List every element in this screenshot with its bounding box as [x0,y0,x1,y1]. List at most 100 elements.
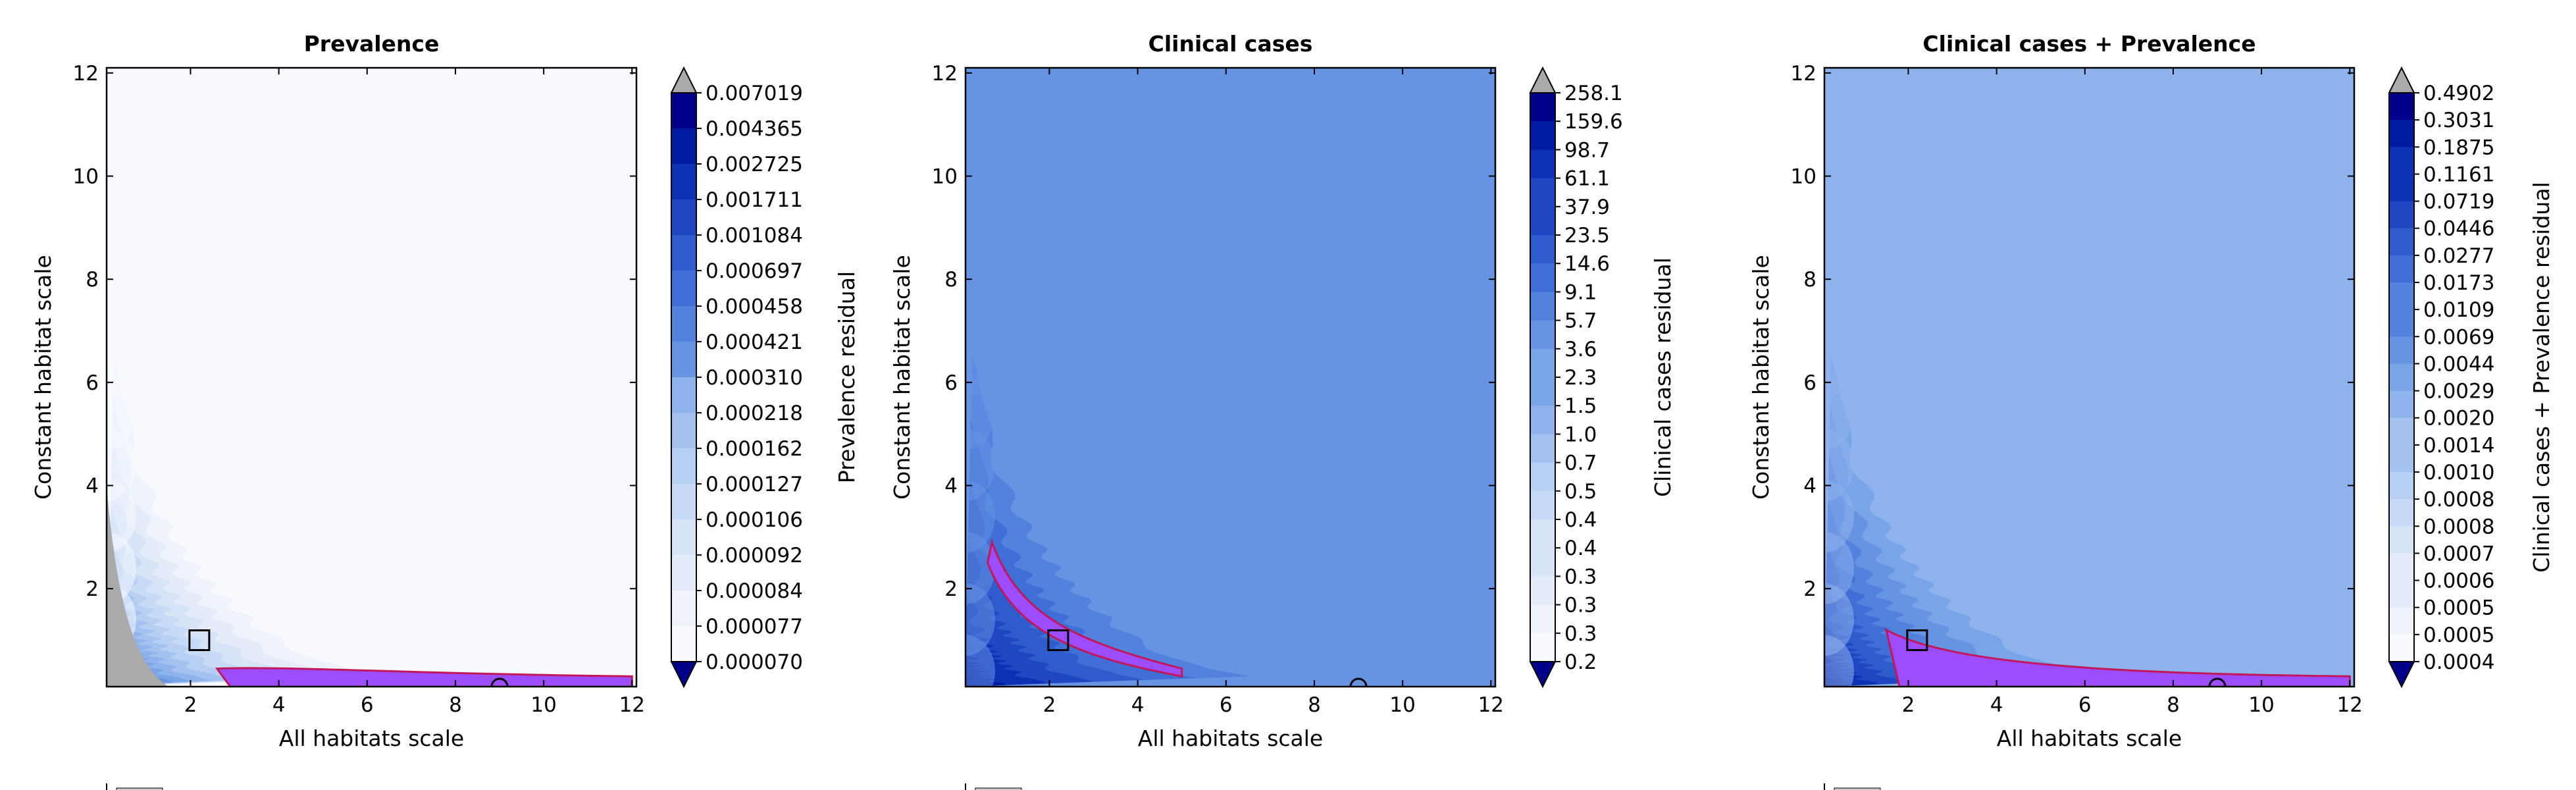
y-tick-label: 2 [86,577,99,601]
colorbar-band [671,128,696,165]
colorbar-tick-label: 0.007019 [706,82,803,105]
y-tick-label: 12 [73,62,99,86]
heatmap-field [107,68,633,687]
x-tick-label: 6 [2078,693,2092,717]
colorbar-band [671,448,696,485]
minimum-region [215,667,633,687]
colorbar-band [671,413,696,449]
colorbar-band [2389,309,2414,337]
y-tick-label: 6 [1803,371,1816,395]
chart-panel: 2 4 6 8 10 12 2 4 6 8 10 12 Clinical cases All habita… [889,31,1676,790]
colorbar-tick-label: 0.0277 [2423,244,2494,268]
colorbar-tick-label: 37.9 [1564,196,1610,219]
colorbar-tick-label: 0.0173 [2423,271,2494,295]
colorbar-band [1530,235,1555,264]
colorbar-tick-label: 0.4 [1564,537,1597,560]
edge-lobe [107,68,136,140]
y-axis-label: Constant habitat scale [1748,255,1774,500]
colorbar-tick-label: 0.0446 [2423,217,2494,241]
colorbar-tick-label: 1.0 [1564,423,1597,446]
contour-band [966,535,1095,687]
x-tick-label: 8 [449,693,462,717]
colorbar-band [2389,174,2414,202]
colorbar-band [1530,434,1555,463]
x-tick-label: 10 [1389,693,1415,717]
colorbar-tick-label: 0.0109 [2423,298,2494,322]
colorbar-tick-label: 0.000070 [706,650,803,674]
plot-frame [105,66,638,688]
colorbar-over-extension [2388,66,2415,93]
colorbar-band [2389,607,2414,635]
over-range-region [107,485,168,687]
colorbar-band [671,164,696,200]
colorbar-tick-label: 14.6 [1564,252,1610,276]
y-tick-label: 2 [1803,577,1816,601]
colorbar-tick-label: 61.1 [1564,167,1610,191]
colorbar-tick-label: 5.7 [1564,309,1597,333]
colorbar-band [1530,292,1555,321]
colorbar-tick-label: 0.0029 [2423,380,2494,404]
colorbar-tick-label: 0.3 [1564,565,1597,589]
y-tick-label: 4 [1803,475,1816,498]
colorbar-band [1530,263,1555,292]
x-tick-label: 12 [1478,693,1504,717]
colorbar-tick-label: 0.000092 [706,544,803,567]
colorbar-band [1530,633,1555,662]
colorbar-tick-label: 0.0008 [2423,488,2494,512]
best-fit-square-marker [188,629,211,651]
x-tick-label: 2 [184,693,197,717]
colorbar-tick-label: 0.0044 [2423,352,2494,376]
legend-swatch [975,787,1022,790]
x-tick-label: 6 [1220,693,1233,717]
colorbar-band [1530,519,1555,548]
plot-frame [964,66,1497,688]
colorbar-band [2389,120,2414,147]
colorbar-band [671,591,696,627]
colorbar-tick-label: 0.000077 [706,615,803,639]
colorbar-tick-label: 0.001711 [706,188,803,212]
colorbar-band [671,519,696,556]
colorbar-tick-label: 0.000162 [706,437,803,461]
plot-frame [1823,66,2356,688]
colorbar-tick-label: 0.4 [1564,508,1597,532]
colorbar-tick-label: 0.4902 [2423,82,2494,105]
colorbar-frame [2388,92,2415,662]
y-tick-label: 4 [944,475,958,498]
colorbar-tick-label: 159.6 [1564,110,1623,134]
colorbar-band [1530,320,1555,350]
colorbar-band [1530,121,1555,150]
colorbar-over-extension [670,66,698,93]
contour-band [1824,544,1946,687]
x-tick-label: 6 [361,693,374,717]
x-tick-label: 4 [272,693,286,717]
colorbar-band [671,626,696,662]
colorbar-band [671,306,696,342]
chart-panel: 2 4 6 8 10 12 2 4 6 8 10 12 Prevalence All habitats s… [30,31,860,790]
colorbar-band [2389,336,2414,365]
colorbar-tick-label: 98.7 [1564,138,1610,162]
x-tick-label: 2 [1043,693,1056,717]
colorbar-band [2389,417,2414,446]
y-tick-label: 12 [1791,62,1816,86]
colorbar-band [671,555,696,591]
edge-lobe [1824,68,1854,140]
x-axis-label: All habitats scale [279,725,464,751]
minimum-region [986,539,1183,678]
colorbar-band [671,235,696,271]
colorbar-tick-label: 0.0069 [2423,325,2494,349]
x-tick-label: 10 [530,693,556,717]
colorbar-tick-label: 0.000106 [706,508,803,532]
reference-circle-marker [1349,677,1368,687]
chart-title: Clinical cases + Prevalence [1922,31,2255,57]
colorbar-tick-label: 0.0007 [2423,542,2494,566]
y-tick-label: 8 [1803,268,1816,292]
colorbar-tick-label: 2.3 [1564,366,1597,390]
colorbar-tick-label: 0.0005 [2423,623,2494,647]
colorbar-tick-label: 0.5 [1564,480,1597,504]
colorbar-under-extension [1529,661,1557,689]
colorbar-band [2389,472,2414,500]
colorbar-tick-label: 9.1 [1564,280,1597,304]
chart-panel: 2 4 6 8 10 12 2 4 6 8 10 12 Clinical cases + Prevale… [1748,31,2554,790]
colorbar-band [2389,553,2414,581]
